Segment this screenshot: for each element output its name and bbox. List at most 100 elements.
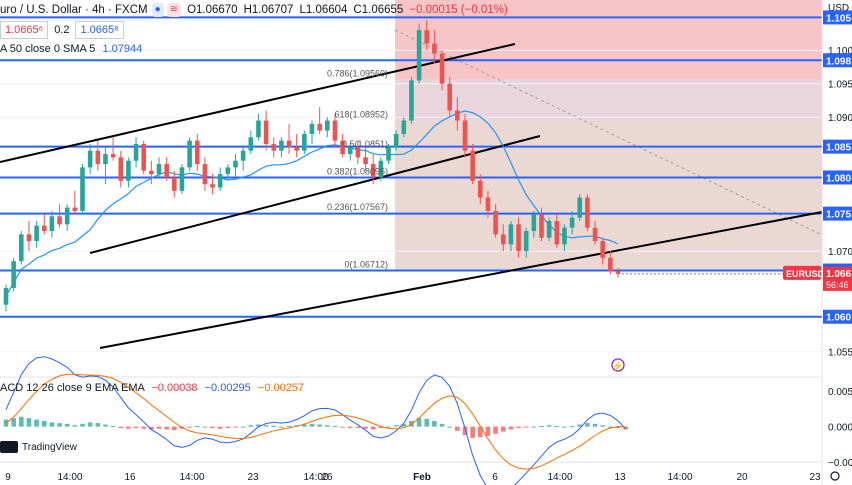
macd-histogram-bar (393, 425, 399, 427)
change-value: −0.00015 (−0.01%) (409, 4, 508, 16)
price-level-label: 1.060 (826, 313, 851, 324)
candle-body (179, 167, 185, 191)
candle-body (424, 30, 430, 44)
fib-label: 618(1.08952) (334, 110, 388, 120)
macd-histogram-bar (546, 425, 552, 427)
candle-body (554, 220, 560, 245)
wave-icon[interactable]: ≋ (166, 3, 182, 17)
symbol-badge-label: EURUSD (786, 269, 825, 279)
macd-histogram-bar (11, 418, 16, 427)
macd-histogram-bar (103, 424, 108, 427)
macd-histogram-bar (432, 420, 437, 427)
candle-body (592, 227, 598, 242)
candle-body (470, 150, 475, 181)
macd-histogram-bar (370, 426, 376, 430)
candle-body (279, 140, 284, 151)
spread-value: 0.2 (54, 24, 70, 36)
candle-body (80, 167, 85, 211)
macd-histogram-bar (424, 418, 430, 427)
macd-histogram-bar (608, 426, 613, 428)
sma-value: 1.07944 (102, 43, 143, 55)
candle-body (149, 170, 154, 175)
macd-histogram-bar (133, 426, 139, 429)
countdown-label: 56:46 (826, 280, 849, 290)
candle-body (393, 133, 399, 148)
close-value: C1.06655 (353, 4, 404, 16)
candle-body (386, 147, 391, 161)
candle-body (608, 257, 613, 272)
macd-tick: 0.000 (828, 423, 852, 434)
macd-histogram-bar (64, 423, 70, 427)
candle-body (256, 120, 261, 138)
price-level-label: 1.080 (826, 173, 851, 184)
price-tick: 1.070 (828, 247, 852, 258)
brand-name: TradingView (22, 441, 78, 453)
candle-body (3, 287, 9, 305)
last-price-badge (823, 266, 852, 291)
macd-histogram-bar (164, 426, 169, 430)
macd-histogram-bar (263, 425, 269, 427)
macd-histogram-bar (210, 426, 215, 429)
macd-histogram-bar (141, 426, 146, 429)
sma-label: A 50 close 0 SMA 5 (0, 43, 96, 55)
price-axis: USD1.1051.1001.0951.0901.0701.0551.1051.… (783, 0, 852, 485)
candle-body (447, 83, 452, 111)
buy-box[interactable]: 1.0665⁸ (75, 21, 124, 39)
macd-histogram-bar (34, 419, 39, 427)
macd-histogram-bar (217, 426, 223, 429)
macd-histogram-bar (401, 423, 407, 427)
tradingview-icon (0, 441, 18, 453)
macd-histogram-bar (500, 426, 506, 432)
macd-histogram-bar (110, 425, 116, 427)
settings-gear-icon[interactable] (830, 471, 840, 481)
candle-body (95, 150, 101, 165)
candle-body (462, 120, 468, 151)
candle-body (26, 234, 32, 242)
sma-50-line (5, 110, 619, 297)
sell-box[interactable]: 1.0665⁶ (0, 21, 49, 39)
candle-body (508, 224, 514, 245)
time-tick: 14:00 (179, 472, 204, 483)
candle-body (49, 216, 55, 232)
macd-histogram-bar (302, 424, 307, 427)
signal-line (5, 373, 626, 470)
tradingview-logo[interactable]: TradingView (0, 441, 77, 453)
macd-legend[interactable]: ACD 12 26 close 9 EMA EMA −0.00038 −0.00… (0, 382, 304, 394)
candle-body (409, 80, 414, 121)
status-dot: ● (151, 3, 164, 17)
macd-histogram-bar (539, 425, 544, 427)
macd-histogram-bar (439, 423, 445, 427)
candle-body (57, 216, 62, 225)
candle-body (485, 197, 491, 211)
candle-body (202, 164, 208, 185)
macd-histogram-bar (493, 426, 498, 434)
macd-histogram-bar (523, 426, 529, 428)
macd-histogram-bar (615, 426, 621, 429)
macd-histogram-bar (286, 425, 292, 427)
candle-body (133, 143, 139, 161)
trade-bar: 1.0665⁶ 0.2 1.0665⁸ (0, 21, 124, 39)
macd-histogram-bar (386, 426, 391, 428)
sma-line (5, 110, 619, 297)
candle-body (577, 197, 583, 218)
open-value: O1.06670 (187, 4, 238, 16)
symbol-header: uro / U.S. Dollar · 4h · FXCM ● ≋ O1.066… (0, 0, 508, 20)
candle-body (87, 150, 93, 168)
fibonacci-labels: 0.786(1.09560) 618(1.08952) 0.5(1.0851) 0.3… (327, 69, 625, 372)
time-tick: 23 (247, 472, 259, 483)
candle-body (531, 214, 537, 232)
candle-body (615, 271, 621, 274)
macd-histogram-bar (470, 426, 475, 438)
price-tick: 1.090 (828, 113, 852, 124)
candle-body (569, 217, 575, 228)
candle-body (562, 227, 567, 245)
macd-histogram-bar (233, 426, 238, 428)
price-tick: 1.095 (828, 80, 852, 91)
sma-legend[interactable]: A 50 close 0 SMA 5 1.07944 (0, 43, 142, 55)
price-level-badge (823, 309, 852, 324)
symbol-title[interactable]: uro / U.S. Dollar · 4h · FXCM (0, 4, 148, 16)
macd-histogram-bar (194, 425, 200, 427)
candle-body (225, 167, 231, 175)
macd-pane (0, 356, 822, 485)
